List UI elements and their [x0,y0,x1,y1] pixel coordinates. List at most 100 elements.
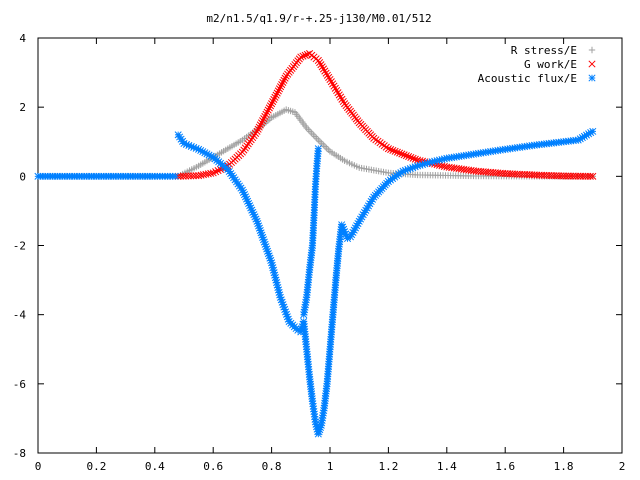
data-point [315,136,322,144]
data-point [303,50,311,58]
data-point [297,53,305,61]
data-point [266,102,275,110]
data-point [363,204,371,212]
data-point [261,112,269,121]
data-point [306,128,314,135]
data-point [339,97,347,106]
x-tick-label: 0.8 [262,460,282,473]
data-point [329,80,337,88]
legend-marker [588,60,596,68]
data-point [270,95,278,104]
data-point [402,152,410,160]
data-point [316,138,324,145]
legend-marker [588,74,596,82]
data-point [207,169,215,177]
data-point [318,63,326,71]
data-point [318,140,325,147]
data-point [407,153,415,161]
data-point [256,121,264,129]
series-3 [300,145,322,319]
y-tick-label: 2 [19,101,26,114]
legend-label: Acoustic flux/E [478,72,577,85]
data-point [331,84,339,92]
data-point [277,83,285,91]
data-point [319,65,328,73]
data-point [391,147,399,155]
y-tick-label: -2 [13,240,26,253]
legend-marker [588,46,596,54]
y-tick-label: 0 [19,170,26,183]
data-point [269,98,277,106]
data-point [409,154,417,162]
data-point [310,131,317,139]
data-point [301,51,309,59]
x-tick-label: 1.4 [437,460,457,473]
data-point [582,131,591,139]
data-point [257,119,266,127]
x-tick-label: 1 [327,460,334,473]
data-point [338,95,346,103]
data-point [384,145,392,153]
data-point [313,135,320,142]
data-point [320,141,327,149]
data-point [589,172,597,180]
data-point [268,100,276,108]
data-point [586,172,594,180]
chart-title: m2/n1.5/q1.9/r-+.25-j130/M0.01/512 [206,12,431,25]
data-point [337,93,345,101]
data-point [271,93,279,101]
x-tick-label: 1.6 [495,460,515,473]
x-tick-label: 1.2 [378,460,398,473]
y-tick-label: -8 [13,447,26,460]
data-point [281,74,289,82]
chart-marks [34,50,597,438]
data-point [322,69,330,77]
data-point [171,172,179,180]
data-point [308,129,315,137]
y-tick-label: -6 [13,378,26,391]
data-point [259,117,267,125]
data-point [314,56,322,65]
data-point [326,75,334,84]
data-point [273,89,281,97]
data-point [387,145,395,154]
axis-ticks: 0 0.2 0.4 0.6 0.8 1 1.2 1.4 1.6 1.8 2 4 2 0 -2 -4 -6 -8 [13,32,626,473]
series-4 [34,172,179,180]
x-tick-label: 2 [619,460,626,473]
data-point [274,87,282,95]
data-point [279,78,287,86]
data-point [396,149,404,157]
data-point [411,155,419,163]
data-point [305,126,312,133]
data-point [278,81,286,89]
data-point [335,91,343,99]
data-point [253,127,261,135]
data-point [325,73,333,81]
data-point [272,91,280,99]
data-point [325,146,332,154]
data-point [263,108,271,116]
y-tick-label: -4 [13,309,27,322]
legend-label: G work/E [524,58,577,71]
data-point [330,82,338,90]
data-point [393,148,401,156]
plot-frame [37,37,623,454]
data-point [400,151,408,159]
data-point [334,89,342,97]
data-point [321,143,329,150]
data-point [311,133,319,140]
data-point [254,125,262,133]
data-point [316,59,324,67]
y-tick-label: 4 [19,32,26,45]
data-point [321,67,329,75]
series-1 [174,50,597,180]
x-tick-label: 1.8 [554,460,574,473]
x-tick-label: 0.2 [86,460,106,473]
data-point [255,123,263,131]
data-point [317,61,325,69]
x-tick-label: 0 [35,460,42,473]
series-2 [174,127,597,438]
x-tick-label: 0.6 [203,460,223,473]
